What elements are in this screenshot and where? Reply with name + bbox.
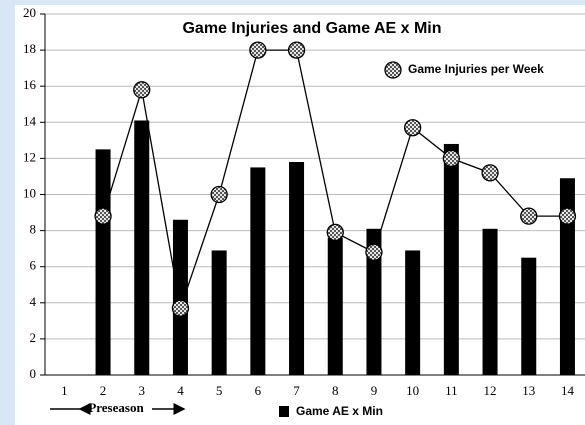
bar [482, 228, 498, 375]
y-tick-label: 20 [23, 5, 36, 20]
bar [172, 219, 188, 375]
point [210, 185, 228, 204]
point [365, 243, 383, 261]
bar [443, 143, 459, 375]
bar [366, 228, 382, 375]
legend-label: Game AE x Min [296, 404, 383, 418]
bar [327, 237, 343, 375]
point [171, 299, 190, 317]
annotation: Preseason [88, 400, 144, 415]
x-tick-label: 2 [100, 383, 107, 398]
legend-swatch [384, 61, 402, 79]
x-tick-label: 6 [255, 383, 262, 398]
y-tick-label: 0 [30, 366, 37, 381]
x-tick-label: 13 [522, 383, 535, 398]
point [133, 81, 151, 99]
x-tick-label: 4 [177, 383, 184, 398]
chart-title: Game Injuries and Game AE x Min [182, 20, 441, 37]
y-tick-label: 14 [23, 113, 37, 128]
point [326, 223, 344, 242]
y-tick-label: 10 [23, 185, 36, 200]
point [249, 41, 267, 59]
legend-swatch [279, 406, 289, 417]
y-tick-label: 16 [23, 77, 37, 92]
bar [559, 178, 575, 375]
legend-label: Game Injuries per Week [408, 62, 544, 76]
bar [289, 162, 305, 375]
bar [95, 149, 111, 375]
x-tick-label: 5 [216, 383, 223, 398]
point [520, 207, 538, 225]
x-tick-label: 12 [484, 383, 497, 398]
y-tick-label: 4 [30, 294, 37, 309]
point [403, 119, 422, 137]
x-tick-label: 3 [139, 383, 146, 398]
y-tick-label: 12 [23, 149, 36, 164]
x-tick-label: 7 [293, 383, 300, 398]
y-tick-label: 18 [23, 41, 36, 56]
bar [405, 250, 421, 375]
y-tick-label: 6 [30, 258, 37, 273]
x-tick-label: 8 [332, 383, 339, 398]
bar [521, 257, 537, 375]
x-tick-label: 9 [371, 383, 378, 398]
bar [211, 250, 227, 375]
y-tick-label: 8 [30, 222, 37, 237]
x-tick-label: 11 [445, 383, 458, 398]
bar [134, 120, 150, 376]
x-tick-label: 14 [561, 383, 575, 398]
y-tick-label: 2 [30, 330, 37, 345]
x-tick-label: 1 [61, 383, 68, 398]
point [442, 149, 461, 168]
point [558, 207, 577, 225]
point [287, 41, 306, 59]
point [481, 164, 499, 182]
point [94, 207, 112, 225]
x-tick-label: 10 [406, 383, 419, 398]
bar [250, 167, 266, 375]
